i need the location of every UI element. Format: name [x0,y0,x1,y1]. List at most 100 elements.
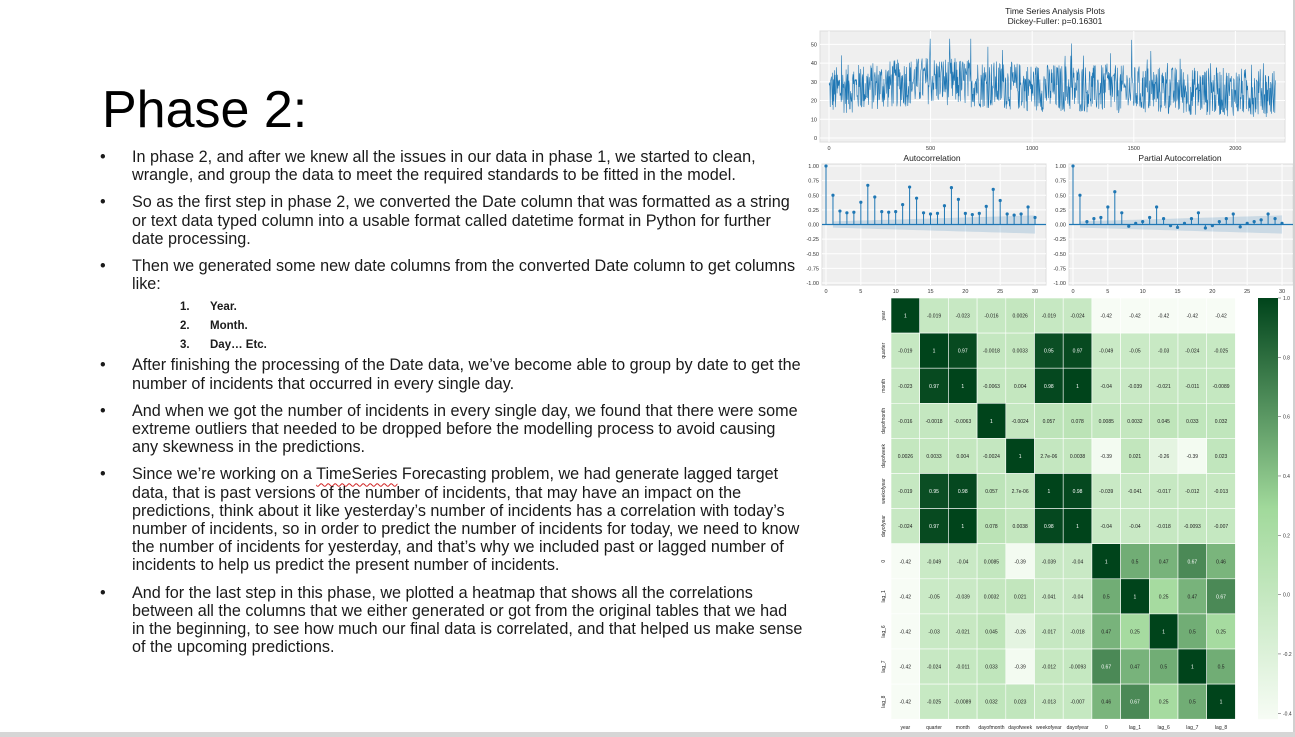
y-tick-label: 0.25 [1055,208,1066,214]
lag-point [1280,221,1284,225]
heatmap-cell-value: -0.012 [1042,665,1056,671]
heatmap-y-label: lag_8 [881,695,887,707]
heatmap-cell-value: 0.0085 [1099,419,1115,425]
heatmap-cell [890,508,921,545]
heatmap-y-label: 0 [881,560,887,563]
lag-point [873,195,877,199]
heatmap-cell [1206,297,1236,334]
heatmap-cell-value: 1 [1134,594,1137,600]
heatmap-cell-value: -0.041 [1042,594,1056,600]
heatmap-cell-value: 1 [904,314,907,320]
heatmap-y-label: weekofyear [881,478,887,504]
chart-title: Autocorrelation [903,153,960,163]
heatmap-cell-value: -0.039 [956,594,970,600]
heatmap-cell [1005,332,1035,369]
heatmap-cell [948,332,978,369]
heatmap-cell-value: 1 [1076,384,1079,390]
heatmap-cell-value: -0.018 [1157,524,1171,530]
lag-point [1224,217,1228,221]
bullet-dot-icon: • [100,193,106,212]
heatmap-cell-value: 0.078 [1071,419,1084,425]
heatmap-cell [1091,648,1121,685]
heatmap-cell [976,683,1007,720]
heatmap-cell [948,297,978,334]
heatmap-cell-value: -0.049 [927,559,941,565]
heatmap-cell-value: -0.03 [928,629,940,635]
heatmap-cell [948,543,978,580]
heatmap-cell-value: 1 [1220,700,1223,706]
lag-point [991,187,995,191]
window-edge [1293,0,1295,737]
heatmap-cell [919,543,949,580]
heatmap-cell [976,578,1007,615]
x-tick-label: 1500 [1128,146,1140,152]
heatmap-cell [1091,367,1121,404]
heatmap-cell [1091,473,1121,509]
heatmap-cell-value: 1 [1162,629,1165,635]
heatmap-cell-value: -0.42 [1215,314,1227,320]
colorbar-tick-label: -0.2 [1283,652,1292,658]
heatmap-cell [1149,473,1179,509]
heatmap-cell [1034,578,1064,615]
heatmap-cell [976,543,1007,580]
y-tick-label: -0.75 [1053,266,1066,272]
heatmap-cell-value: 0.0032 [1127,419,1143,425]
x-tick-label: 15 [927,289,933,295]
lag-point [1113,190,1117,194]
heatmap-cell-value: -0.0018 [926,419,943,425]
heatmap-cell-value: 1 [961,384,964,390]
lag-point [1005,212,1009,216]
lag-point [1071,164,1075,168]
heatmap-cell [976,332,1007,369]
x-tick-label: 20 [962,289,968,295]
lag-point [1134,221,1138,225]
heatmap-y-label: dayofmonth [881,408,887,434]
heatmap-cell-value: 0.0026 [1013,314,1029,320]
heatmap-cell-value: 1 [1047,489,1050,495]
bullet-text: And for the last step in this phase, we … [132,583,803,657]
heatmap-cell-value: 0.057 [1043,419,1056,425]
heatmap-cell-value: -0.013 [1042,700,1056,706]
heatmap-cell [1034,648,1064,685]
heatmap-cell-value: 0.057 [985,489,998,495]
heatmap-cell-value: 1 [990,419,993,425]
lag-point [1012,213,1016,217]
lag-point [1155,205,1159,209]
heatmap-cell [1091,683,1121,720]
heatmap-cell-value: -0.0024 [1012,419,1029,425]
bullet-item: • And for the last step in this phase, we… [98,584,803,657]
heatmap-cell-value: 1 [1105,559,1108,565]
heatmap-cell-value: -0.012 [1185,489,1199,495]
heatmap-cell-value: -0.42 [1129,314,1141,320]
lag-point [942,204,947,208]
bullet-item: • And when we got the number of incidents… [98,402,803,457]
lag-point [928,212,933,216]
y-tick-label: -0.50 [806,252,819,258]
lag-point [1161,217,1166,221]
heatmap-cell-value: -0.04 [1072,559,1084,565]
sub-item-text: Year. [210,301,237,314]
heatmap-cell-value: -0.04 [1101,524,1113,530]
heatmap-cell [1091,578,1121,615]
heatmap-x-label: year [900,725,910,731]
heatmap-cell-value: 0.46 [1101,700,1111,706]
heatmap-cell [1005,613,1035,650]
heatmap-cell-value: 1 [1019,454,1022,460]
bullet-text: And when we got the number of incidents … [132,401,798,457]
colorbar-tick-label: 0.8 [1283,355,1290,361]
heatmap-cell [1206,683,1236,720]
lag-point [880,210,884,214]
heatmap-cell-value: -0.021 [956,629,970,635]
lag-point [921,211,926,215]
heatmap-cell [919,438,949,474]
lag-point [1217,219,1221,224]
heatmap-cell [1062,508,1093,545]
heatmap-cell [1206,438,1236,474]
lag-point [1252,219,1256,224]
heatmap-cell [1206,578,1236,615]
heatmap-cell-value: -0.049 [1099,349,1113,355]
heatmap-cell-value: -0.39 [1101,454,1113,460]
heatmap-cell-value: -0.039 [1042,559,1056,565]
heatmap-cell [1034,297,1064,334]
heatmap-cell-value: -0.0089 [954,700,971,706]
